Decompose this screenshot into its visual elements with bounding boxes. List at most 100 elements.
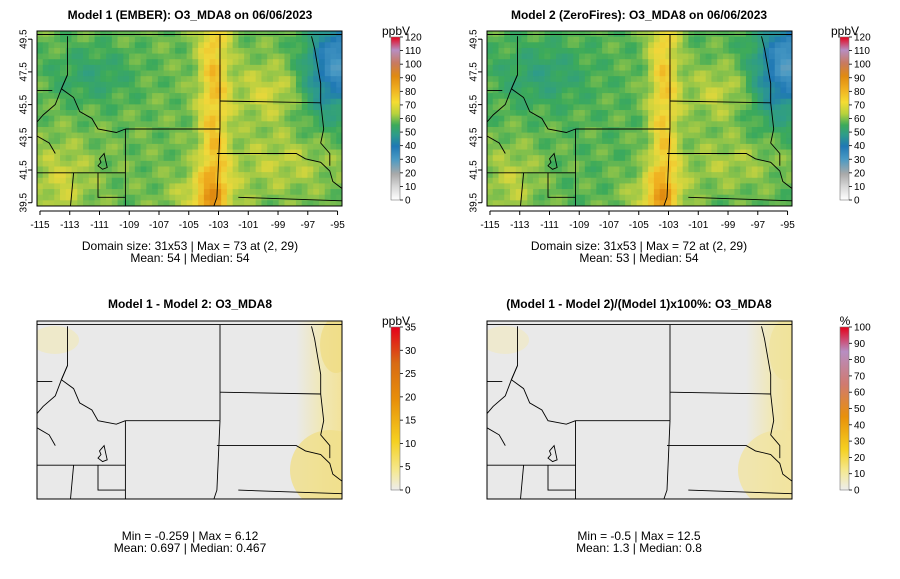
grid-cell [272,81,280,88]
colorbar-tick-label: 100 [854,60,871,71]
grid-cell [688,126,695,134]
grid-cell [152,64,159,71]
grid-cell [648,59,655,66]
grid-cell [60,115,67,122]
grid-cell [129,183,136,190]
grid-cell [561,31,568,38]
grid-cell [636,47,643,54]
grid-cell [232,42,239,49]
grid-cell [757,189,764,196]
grid-cell [780,53,787,60]
grid-cell [336,121,342,128]
grid-cell [37,138,44,145]
grid-cell [71,110,78,117]
grid-cell [745,149,753,156]
grid-cell [487,81,494,88]
grid-cell [774,132,781,139]
grid-cell [584,177,591,184]
grid-cell [642,121,649,128]
panel3-heatmap [37,321,342,499]
grid-cell [774,138,781,145]
grid-cell [77,138,84,145]
grid-cell [619,172,626,179]
grid-cell [665,143,672,150]
grid-cell [324,104,331,111]
grid-cell [607,53,614,60]
grid-cell [60,143,67,150]
grid-cell [244,104,251,111]
grid-cell [774,177,781,184]
grid-cell [71,59,78,66]
grid-cell [226,31,234,38]
grid-cell [175,132,182,139]
grid-cell [607,143,614,150]
grid-cell [134,143,141,150]
grid-cell [533,155,540,162]
grid-cell [244,87,251,94]
grid-cell [596,155,603,162]
grid-cell [774,149,781,156]
grid-cell [498,76,505,83]
grid-cell [642,177,649,184]
grid-cell [83,93,90,100]
grid-cell [94,166,101,173]
grid-cell [751,177,758,184]
grid-cell [94,200,101,206]
grid-cell [295,200,303,206]
grid-cell [498,70,505,77]
grid-cell [757,76,764,83]
grid-cell [538,189,545,196]
grid-cell [88,31,95,38]
grid-cell [129,47,136,54]
grid-cell [786,126,792,134]
grid-cell [602,183,609,190]
grid-cell [544,104,551,111]
y-tick-label: 45.5 [19,94,30,114]
grid-cell [521,81,528,88]
grid-cell [556,70,563,77]
grid-cell [699,126,707,134]
grid-cell [175,81,182,88]
grid-cell [642,70,649,77]
grid-cell [221,98,228,105]
grid-cell [198,149,205,156]
grid-cell [659,36,666,43]
grid-cell [209,166,216,173]
grid-cell [699,87,707,94]
grid-cell [106,155,113,162]
grid-cell [619,64,626,71]
grid-cell [653,121,661,128]
grid-cell [613,115,620,122]
grid-cell [261,110,268,117]
grid-cell [648,194,655,201]
grid-cell [192,110,199,117]
grid-cell [169,93,176,100]
grid-cell [579,87,586,94]
grid-cell [140,143,147,150]
grid-cell [682,70,689,77]
grid-cell [180,149,188,156]
grid-cell [487,138,494,145]
grid-cell [318,172,326,179]
grid-cell [538,183,545,190]
grid-cell [163,172,170,179]
grid-cell [186,104,193,111]
grid-cell [272,177,280,184]
grid-cell [676,42,684,49]
grid-cell [318,200,326,206]
grid-cell [676,115,684,122]
grid-cell [209,76,216,83]
grid-cell [613,121,620,128]
grid-cell [780,59,787,66]
grid-cell [768,36,776,43]
x-tick-label: -111 [540,220,559,231]
grid-cell [284,104,291,111]
grid-cell [65,115,72,122]
grid-cell [307,155,314,162]
grid-cell [48,121,55,128]
grid-cell [642,172,649,179]
grid-cell [238,59,245,66]
colorbar-tick-label: 110 [854,46,870,57]
grid-cell [763,126,770,134]
state-boundary [216,445,342,482]
